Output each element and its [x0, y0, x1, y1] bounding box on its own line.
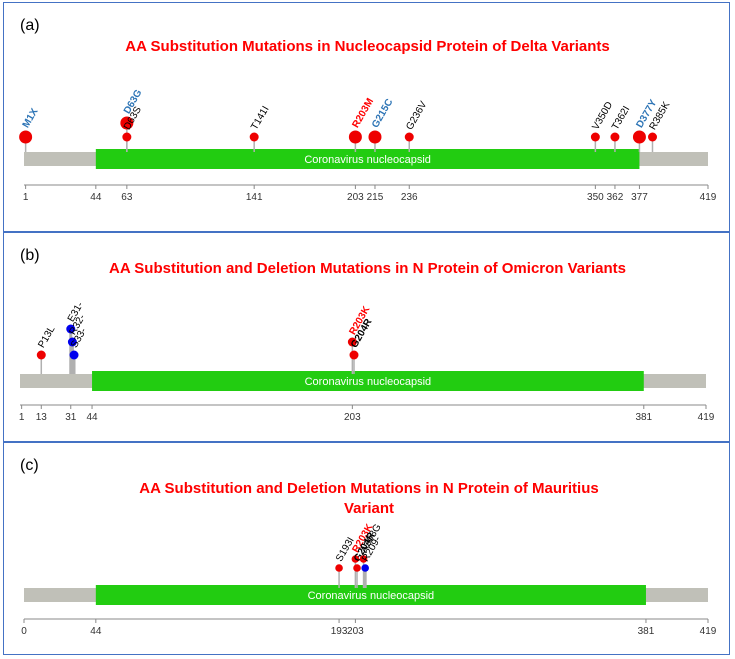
mutation-marker: [335, 564, 343, 572]
mutation-marker: [368, 130, 382, 144]
mutation-marker: [19, 130, 33, 144]
lollipop-plot-b: Coronavirus nucleocapsid 1 13 31 44 203 381 419…: [19, 300, 715, 423]
tick-label: 236: [401, 192, 418, 203]
tick-label: 44: [86, 412, 98, 423]
panel-label: (b): [20, 247, 40, 264]
mutation-marker: [590, 132, 600, 142]
tick-label: 44: [90, 626, 102, 637]
mutation-marker: [353, 564, 361, 572]
domain-label: Coronavirus nucleocapsid: [308, 590, 435, 602]
mutation-marker: [404, 132, 414, 142]
tick-label: 0: [21, 626, 27, 637]
mutation-marker: [610, 132, 620, 142]
tick-label: 203: [347, 192, 364, 203]
tick-label: 1: [19, 412, 25, 423]
mutation-marker: [349, 350, 359, 360]
tick-label: 13: [36, 412, 48, 423]
tick-label: 203: [344, 412, 361, 423]
mutation-marker: [348, 130, 362, 144]
tick-label: 381: [638, 626, 655, 637]
domain-box: [92, 371, 644, 391]
mutation-marker: [66, 324, 76, 334]
tick-label: 1: [23, 192, 29, 203]
panel-label: (c): [20, 457, 39, 474]
panel-c: (c) AA Substitution and Deletion Mutatio…: [3, 442, 730, 655]
tick-label: 215: [367, 192, 384, 203]
tick-label: 141: [246, 192, 263, 203]
mutation-marker: [122, 132, 132, 142]
tick-label: 362: [607, 192, 624, 203]
panel-a: (a) AA Substitution Mutations in Nucleoc…: [3, 2, 730, 232]
tick-label: 419: [700, 192, 717, 203]
panel-title: AA Substitution and Deletion Mutations i…: [109, 260, 626, 277]
tick-label: 377: [631, 192, 648, 203]
tick-label: 193: [331, 626, 348, 637]
mutation-marker: [347, 337, 357, 347]
mutation-marker: [632, 130, 646, 144]
panel-title: AA Substitution Mutations in Nucleocapsi…: [125, 38, 610, 55]
mutation-marker: [647, 132, 657, 142]
panel-label: (a): [20, 17, 40, 34]
panel-b: (b) AA Substitution and Deletion Mutatio…: [3, 232, 730, 442]
mutation-marker: [351, 555, 360, 563]
tick-label: 203: [347, 626, 364, 637]
tick-label: 419: [700, 626, 717, 637]
tick-label: 419: [698, 412, 715, 423]
mutation-marker: [359, 555, 368, 563]
mutation-label: P13L: [36, 324, 57, 350]
tick-label: 31: [65, 412, 77, 423]
mutation-label: T141I: [249, 104, 271, 132]
mutation-marker: [69, 350, 79, 360]
tick-label: 350: [587, 192, 604, 203]
tick-label: 381: [635, 412, 652, 423]
panel-title-line1: AA Substitution and Deletion Mutations i…: [139, 480, 599, 497]
domain-label: Coronavirus nucleocapsid: [305, 376, 432, 388]
tick-label: 44: [90, 192, 102, 203]
tick-label: 63: [121, 192, 133, 203]
mutation-marker: [36, 350, 46, 360]
lollipop-plot-a: Coronavirus nucleocapsid 1 44 63 141 203 215 23…: [19, 88, 717, 203]
domain-label: Coronavirus nucleocapsid: [304, 154, 431, 166]
mutation-label: G236V: [404, 99, 429, 132]
domain-box: [95, 585, 646, 605]
mutation-marker: [120, 116, 134, 130]
panel-title-line2: Variant: [343, 500, 395, 517]
domain-box: [95, 149, 640, 169]
panel-title: AA Substitution and Deletion Mutations i…: [84, 479, 654, 519]
mutation-marker: [67, 337, 77, 347]
mutation-label: M1X: [21, 106, 41, 130]
mutation-marker: [249, 132, 259, 142]
mutation-marker: [361, 564, 369, 572]
